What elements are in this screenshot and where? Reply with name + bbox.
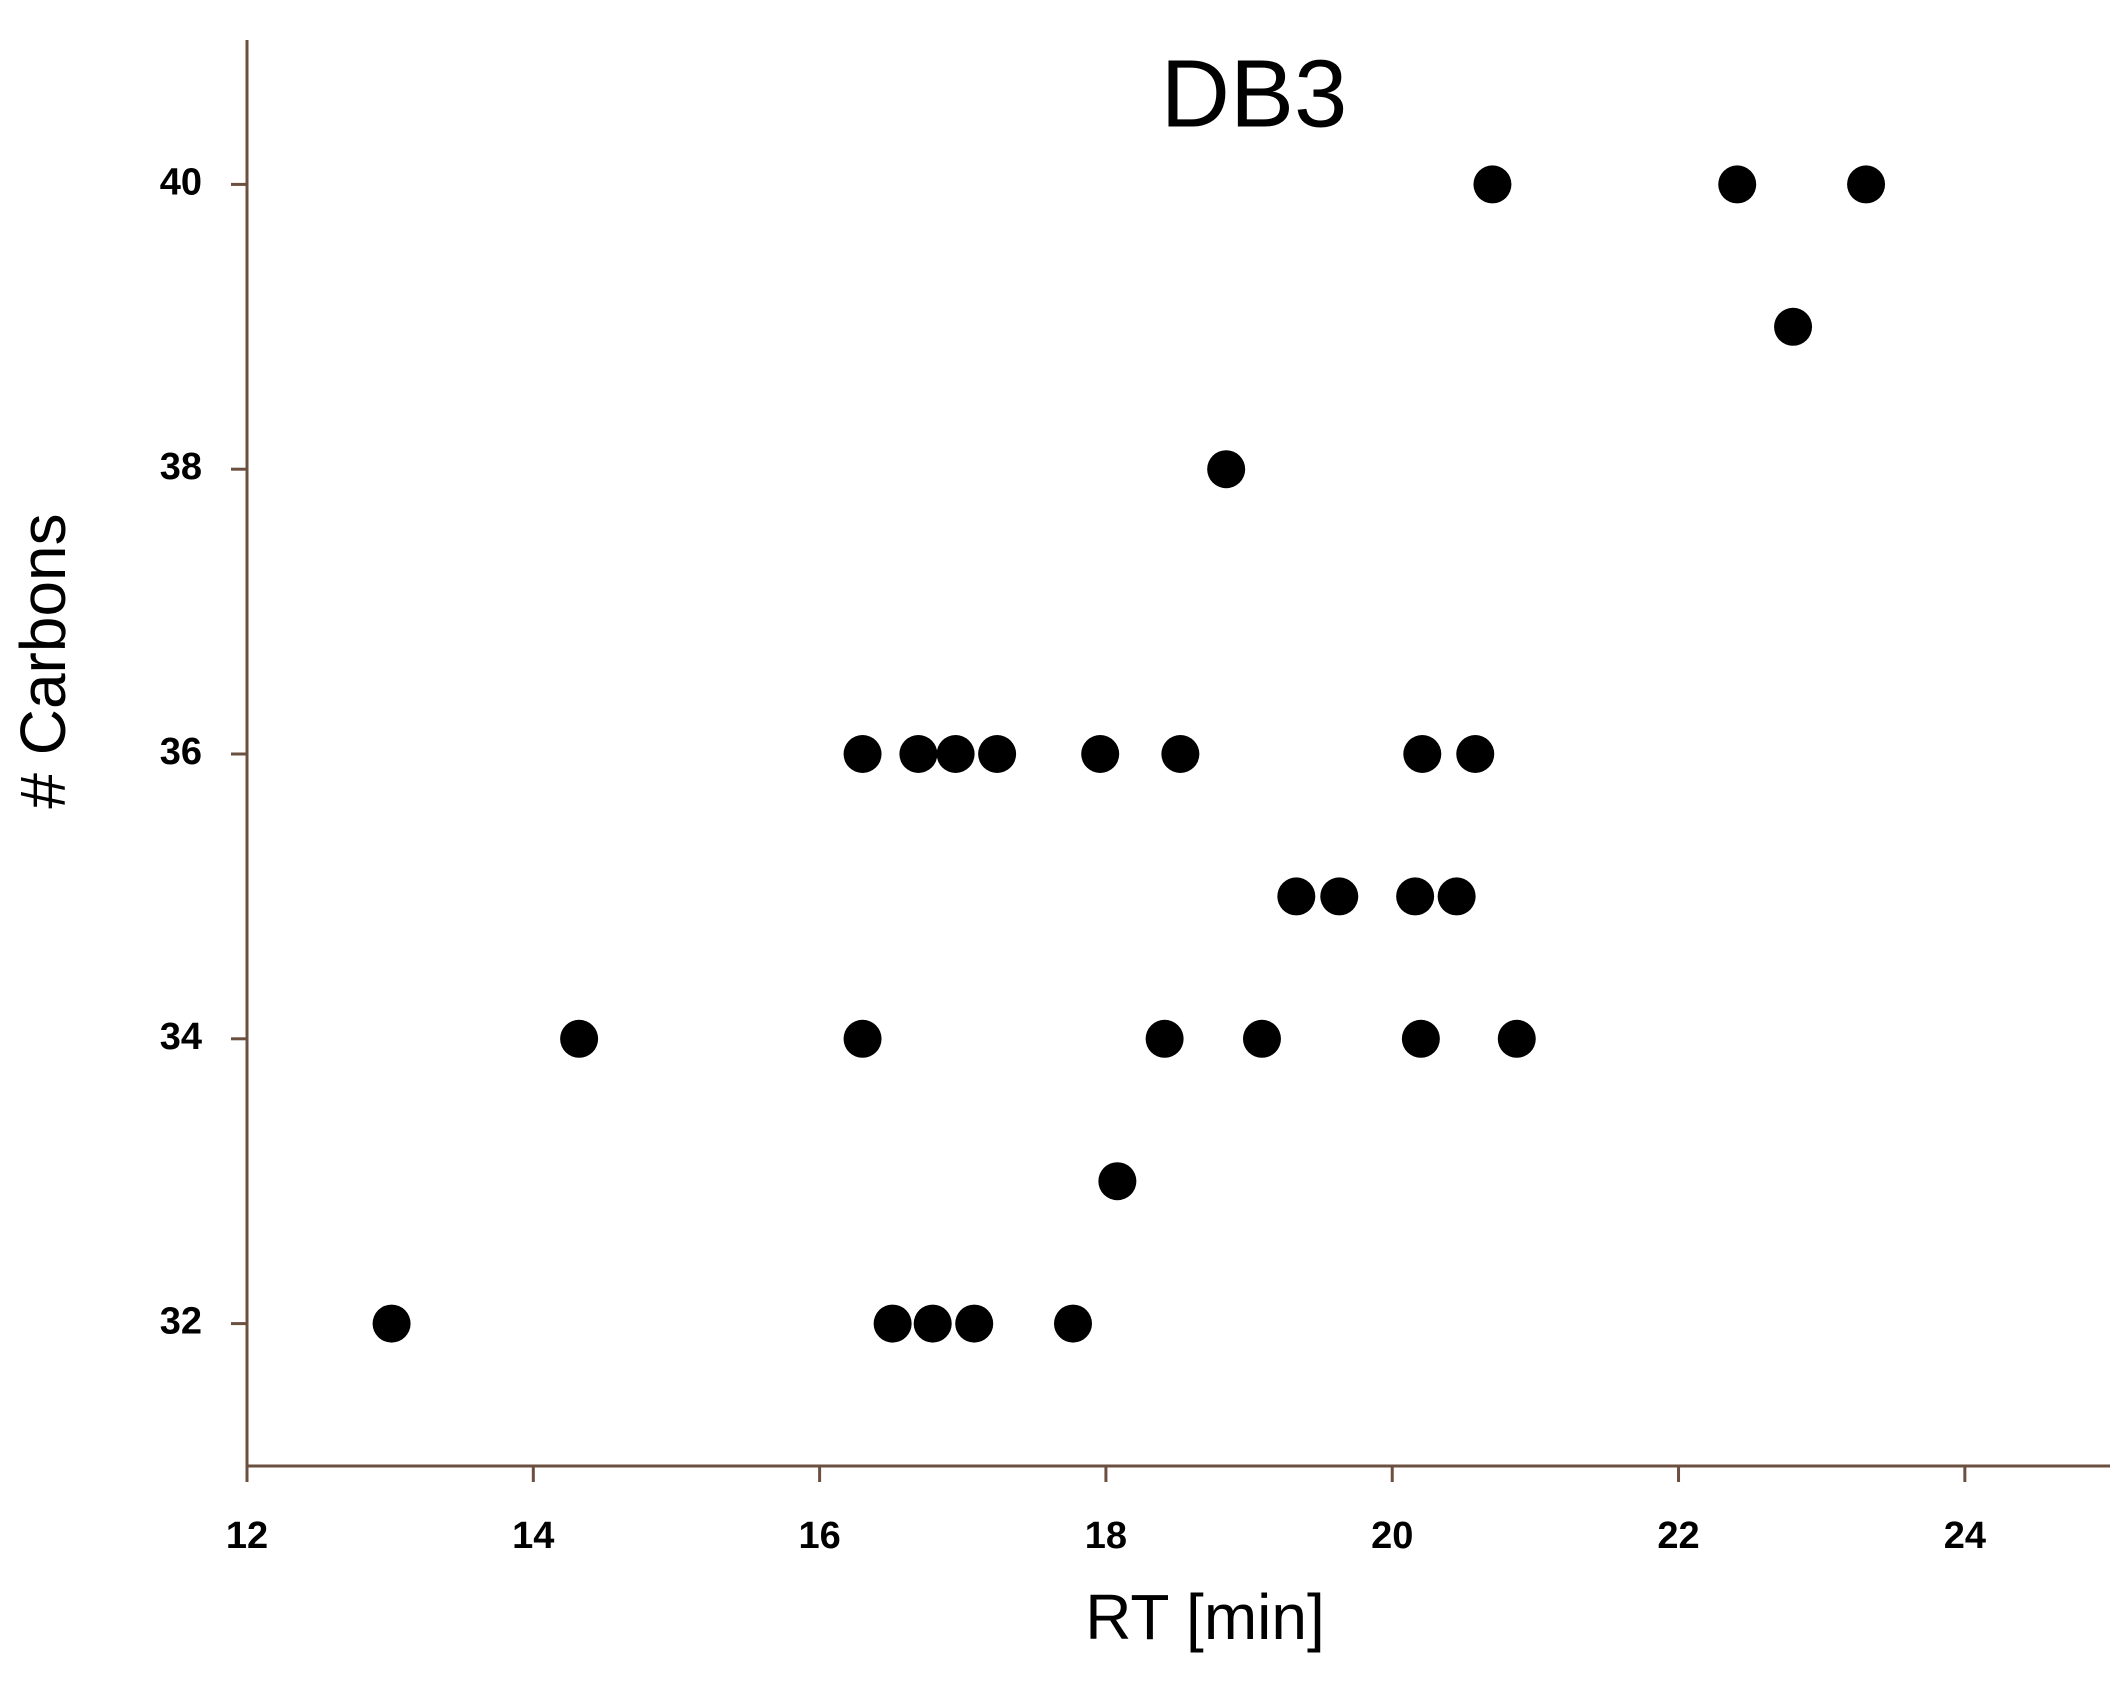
data-point <box>1437 877 1476 916</box>
data-point <box>1473 165 1512 204</box>
data-point <box>1456 735 1495 773</box>
x-tick-label: 20 <box>1371 1515 1413 1557</box>
data-point <box>843 735 882 773</box>
data-point <box>1242 1019 1281 1058</box>
data-point <box>1718 165 1757 204</box>
data-point <box>1145 1019 1184 1058</box>
data-point <box>1774 307 1813 346</box>
data-point <box>1053 1304 1092 1343</box>
x-tick-label: 16 <box>798 1515 840 1557</box>
data-point <box>560 1019 599 1058</box>
x-tick-label: 14 <box>512 1515 554 1557</box>
data-point <box>1847 165 1886 204</box>
data-point <box>913 1304 952 1343</box>
data-point <box>843 1019 882 1058</box>
data-point <box>936 735 975 773</box>
data-point <box>1098 1162 1137 1201</box>
data-point <box>1396 877 1435 916</box>
data-point <box>372 1304 411 1343</box>
data-point <box>1401 1019 1440 1058</box>
x-tick-label: 22 <box>1657 1515 1699 1557</box>
data-point <box>1403 735 1442 773</box>
data-point <box>978 735 1017 773</box>
y-tick-label: 38 <box>160 446 202 488</box>
data-point <box>955 1304 994 1343</box>
y-axis-label: # Carbons <box>7 513 79 808</box>
data-point <box>1161 735 1200 773</box>
data-point <box>873 1304 912 1343</box>
y-tick-label: 40 <box>160 161 202 203</box>
x-axis-label: RT [min] <box>1085 1581 1324 1653</box>
data-point <box>1277 877 1316 916</box>
x-tick-label: 12 <box>226 1515 268 1557</box>
x-tick-label: 18 <box>1085 1515 1127 1557</box>
y-tick-label: 32 <box>160 1301 202 1343</box>
chart-title: DB3 <box>1161 40 1348 147</box>
y-tick-label: 36 <box>160 731 202 773</box>
data-point <box>1207 450 1246 489</box>
data-point <box>1320 877 1359 916</box>
y-tick-label: 34 <box>160 1016 202 1058</box>
data-point <box>1081 735 1120 773</box>
x-tick-label: 24 <box>1944 1515 1986 1557</box>
data-point <box>1497 1019 1536 1058</box>
data-point <box>899 735 938 773</box>
